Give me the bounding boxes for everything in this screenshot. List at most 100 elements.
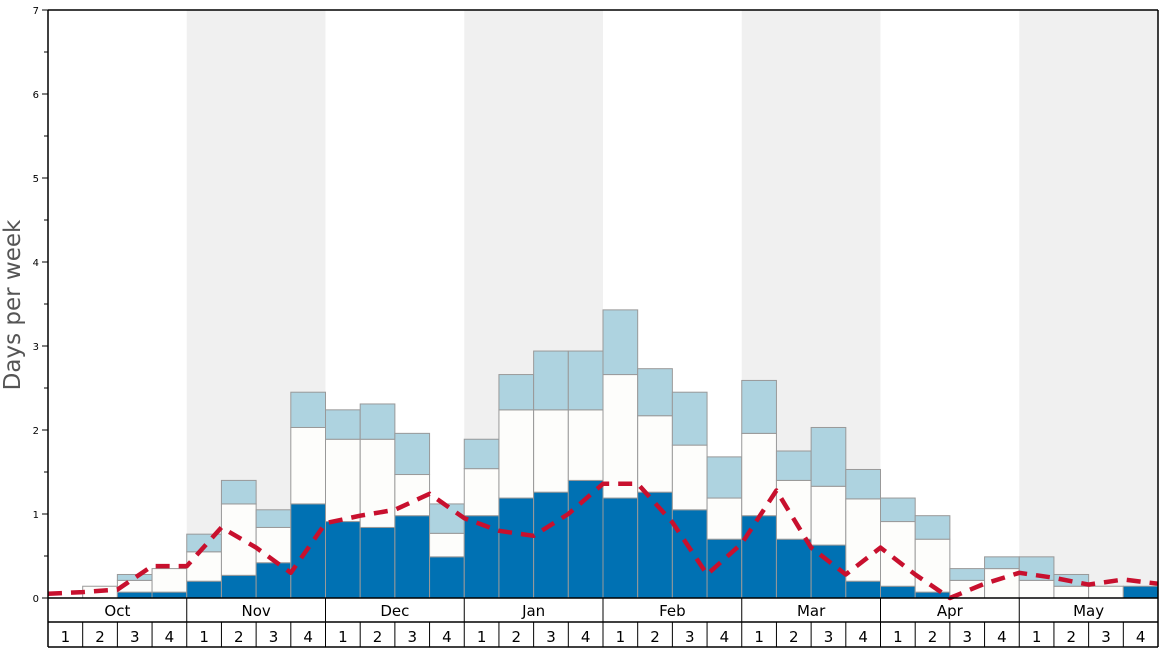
- bar-segment-light: [394, 432, 431, 476]
- bar-segment-white: [429, 532, 465, 558]
- y-tick-label: 3: [33, 342, 39, 353]
- bar-segment-dark: [845, 580, 881, 599]
- bar-segment-dark: [914, 591, 951, 599]
- week-label: 2: [1067, 628, 1077, 646]
- bar-segment-light: [914, 515, 951, 540]
- bar-segment-white: [186, 551, 222, 582]
- week-label: 2: [928, 628, 938, 646]
- bar-segment-light: [949, 568, 986, 581]
- bar-segment-light: [325, 409, 361, 440]
- bar-segment-light: [810, 426, 847, 487]
- y-axis-label: Days per week: [0, 219, 26, 390]
- bar-segment-white: [325, 438, 361, 523]
- week-label: 4: [1136, 628, 1146, 646]
- week-label: 1: [61, 628, 71, 646]
- bar-segment-white: [845, 498, 881, 582]
- bar-segment-white: [741, 432, 777, 517]
- month-bands: [186, 10, 1158, 598]
- bar-segment-white: [1018, 579, 1055, 599]
- bar-segment-white: [1088, 585, 1124, 599]
- month-label: Apr: [937, 602, 964, 620]
- month-label: Nov: [241, 602, 270, 620]
- week-label: 3: [269, 628, 279, 646]
- bar-segment-white: [151, 568, 188, 593]
- bar-segment-dark: [880, 585, 916, 599]
- bar-segment-dark: [637, 491, 673, 599]
- y-tick-label: 6: [33, 90, 39, 101]
- week-label: 4: [165, 628, 175, 646]
- trend-line: [47, 481, 1159, 601]
- bar-segment-white: [602, 374, 639, 499]
- bar-segment-white: [671, 444, 708, 511]
- week-label: 1: [477, 628, 487, 646]
- bar-segment-dark: [394, 515, 431, 599]
- bar-segment-dark: [1122, 585, 1159, 599]
- y-tick-label: 7: [33, 6, 39, 17]
- month-label: May: [1073, 602, 1104, 620]
- bar-segment-dark: [498, 497, 535, 599]
- week-label: 4: [997, 628, 1007, 646]
- week-label: 3: [1101, 628, 1111, 646]
- week-label: 2: [789, 628, 799, 646]
- bar-segment-white: [498, 409, 535, 499]
- bar-segment-light: [567, 350, 604, 411]
- week-label: 1: [338, 628, 348, 646]
- bar-segment-dark: [533, 491, 569, 599]
- week-label: 2: [512, 628, 522, 646]
- week-label: 4: [303, 628, 313, 646]
- month-label: Oct: [104, 602, 130, 620]
- bar-segment-white: [290, 426, 326, 505]
- bar-segment-light: [220, 479, 257, 505]
- bar-segment-dark: [116, 591, 153, 599]
- bar-segment-light: [984, 556, 1020, 570]
- bar-segment-light: [845, 468, 881, 500]
- bar-segment-white: [1053, 585, 1090, 599]
- bar-segment-dark: [741, 515, 777, 599]
- axes-group: 0 1 2 3 4 5 6 7 Oct Nov Dec Jan Feb Mar Apr May 1 2 3 4 1 2 3 4…: [33, 6, 1159, 648]
- week-label: 1: [893, 628, 903, 646]
- y-tick-label: 4: [33, 258, 39, 269]
- bar-segment-light: [533, 350, 569, 411]
- bar-segment-dark: [255, 562, 292, 599]
- bar-segment-white: [775, 479, 812, 540]
- week-label: 4: [858, 628, 868, 646]
- bar-segment-white: [255, 526, 292, 564]
- bar-segment-white: [810, 485, 847, 546]
- bar-segment-dark: [671, 509, 708, 599]
- y-tick-label: 1: [33, 510, 39, 521]
- week-label: 1: [754, 628, 764, 646]
- week-label: 2: [650, 628, 660, 646]
- week-label: 1: [1032, 628, 1042, 646]
- bar-segment-dark: [429, 556, 465, 599]
- week-label: 3: [962, 628, 972, 646]
- month-label: Dec: [380, 602, 409, 620]
- bar-segment-dark: [775, 538, 812, 599]
- bar-segment-dark: [186, 580, 222, 599]
- y-tick-label: 2: [33, 426, 39, 437]
- bar-segment-light: [116, 573, 153, 581]
- bar-segment-light: [706, 456, 743, 499]
- bar-segment-light: [741, 379, 777, 434]
- bar-segment-dark: [463, 515, 500, 599]
- week-label: 3: [546, 628, 556, 646]
- bar-segment-light: [359, 403, 396, 440]
- bar-segment-light: [498, 374, 535, 411]
- week-label: 1: [616, 628, 626, 646]
- week-label: 3: [685, 628, 695, 646]
- week-label: 2: [373, 628, 383, 646]
- bar-segment-light: [290, 391, 326, 428]
- week-label: 3: [824, 628, 834, 646]
- bar-segment-white: [637, 415, 673, 493]
- week-label: 3: [407, 628, 417, 646]
- bar-segment-white: [914, 538, 951, 593]
- bar-segment-white: [880, 521, 916, 587]
- bar-segment-white: [463, 468, 500, 517]
- bar-segment-light: [880, 497, 916, 523]
- bar-segment-dark: [602, 497, 639, 599]
- week-label: 3: [130, 628, 140, 646]
- week-label: 1: [199, 628, 209, 646]
- week-label: 4: [581, 628, 591, 646]
- bar-segment-light: [255, 509, 292, 528]
- week-label: 4: [720, 628, 730, 646]
